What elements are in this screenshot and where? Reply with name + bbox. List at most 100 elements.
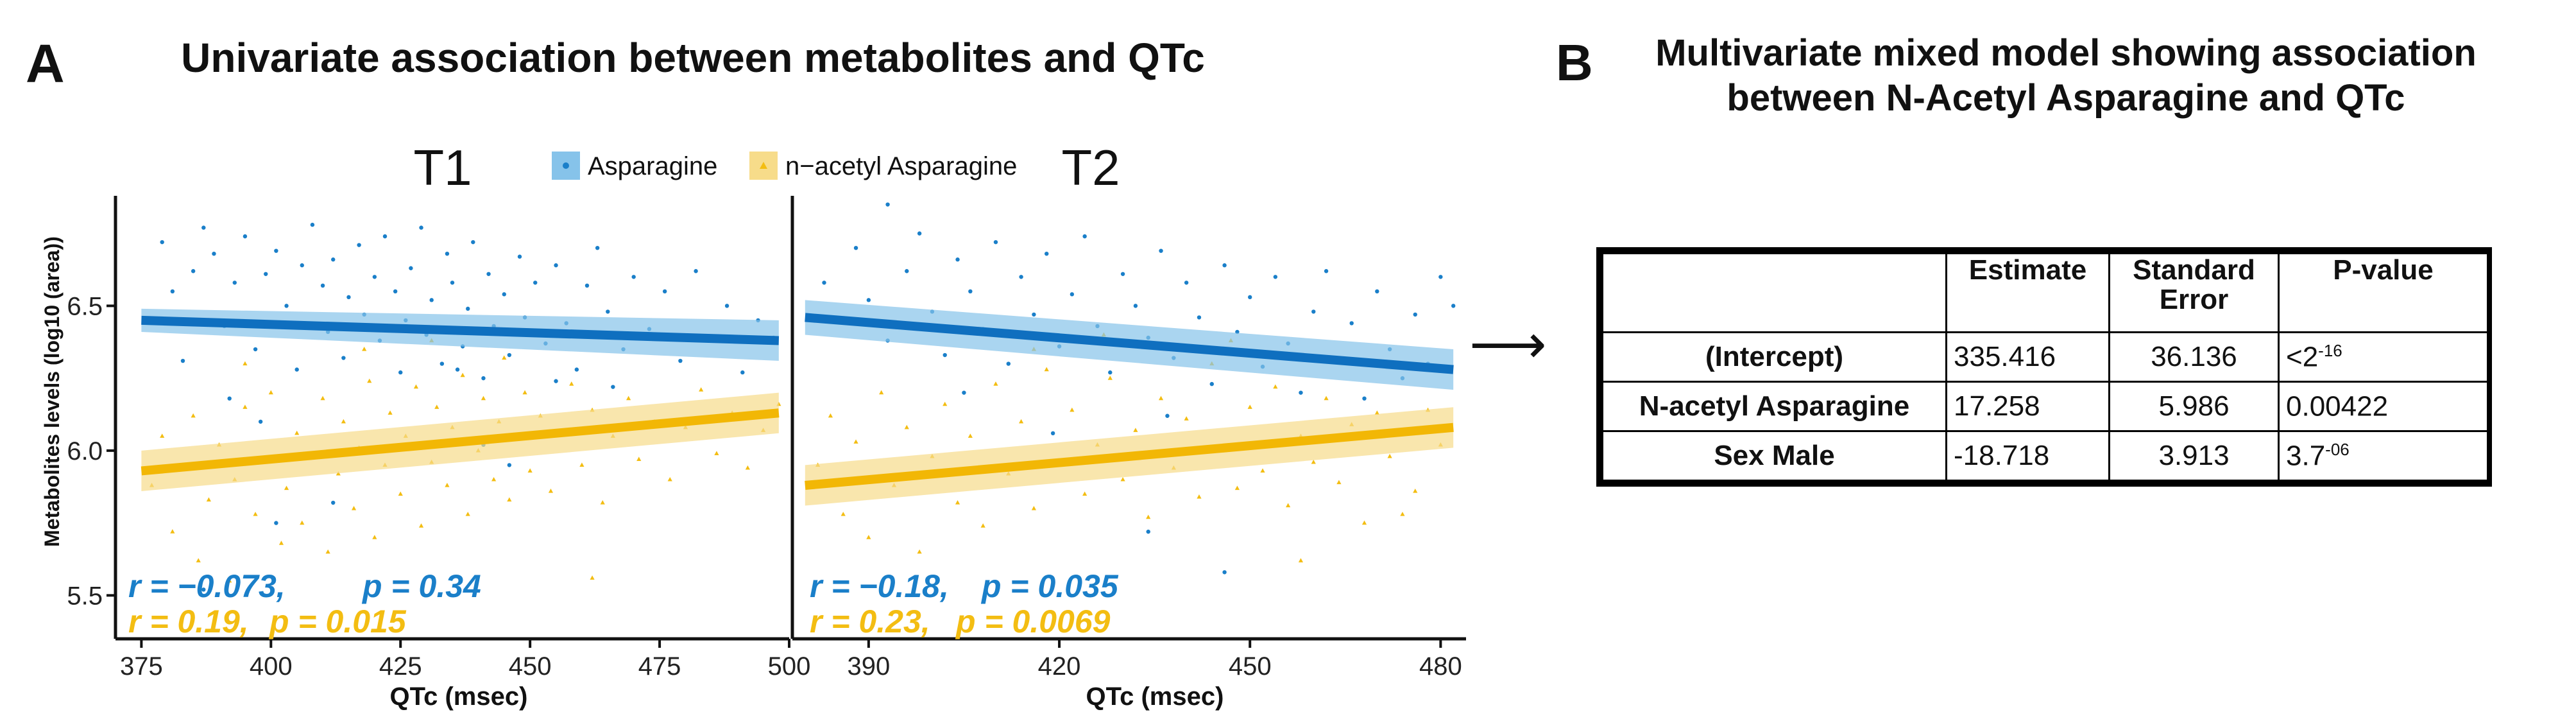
t1-asparagine-point bbox=[227, 396, 232, 401]
t1-asparagine-point bbox=[450, 281, 455, 285]
t1-nacetyl-point bbox=[600, 500, 605, 505]
t1-x-tick-label: 375 bbox=[120, 652, 163, 681]
regression-table-grid: Estimate Standard Error P-value (Interce… bbox=[1601, 252, 2489, 482]
t2-nacetyl-point bbox=[1311, 459, 1316, 464]
t1-asparagine-point bbox=[357, 243, 361, 247]
t1-nacetyl-point bbox=[253, 512, 258, 516]
t2-nacetyl-point bbox=[968, 433, 973, 438]
t1-asparagine-point bbox=[170, 289, 175, 294]
t1-nacetyl-point bbox=[418, 523, 424, 528]
t2-asparagine-point bbox=[962, 390, 966, 395]
t1-asparagine-point bbox=[694, 269, 698, 274]
t2-nacetyl-point bbox=[1413, 489, 1418, 493]
t1-asparagine-point bbox=[201, 225, 206, 230]
y-axis-label: Metabolites levels (log10 (area)) bbox=[40, 236, 64, 547]
t1-asparagine-point bbox=[393, 289, 398, 294]
t2-asparagine-point bbox=[1324, 269, 1329, 274]
t1-asparagine-point bbox=[331, 500, 336, 505]
t1-asparagine-point bbox=[341, 356, 346, 360]
t1-nacetyl-point bbox=[278, 541, 284, 545]
t1-nacetyl-point bbox=[548, 489, 554, 493]
t1-asparagine-point bbox=[584, 283, 590, 288]
t1-x-tick-label: 500 bbox=[768, 652, 811, 681]
legend-dot-asparagine bbox=[563, 162, 569, 169]
t1-asparagine-point bbox=[212, 251, 216, 256]
t1-nacetyl-point bbox=[527, 468, 533, 473]
arrow-icon: ⟶ bbox=[1469, 314, 1546, 374]
t1-nacetyl-point bbox=[362, 347, 367, 351]
t1-nacetyl-point bbox=[522, 390, 527, 395]
t1-asparagine-point bbox=[372, 275, 377, 279]
t1-asparagine-point bbox=[300, 263, 304, 268]
t2-asparagine-point bbox=[1197, 315, 1202, 320]
t2-nacetyl-point bbox=[1374, 410, 1379, 415]
t2-nacetyl-point bbox=[955, 500, 960, 505]
t1-nacetyl-point bbox=[434, 404, 439, 409]
t1-asparagine-point bbox=[320, 283, 325, 288]
t2-nacetyl-point bbox=[1019, 419, 1024, 424]
t1-nacetyl-point bbox=[170, 529, 175, 534]
t2-nacetyl-r: r = 0.23, bbox=[810, 604, 930, 639]
t1-asparagine-point bbox=[481, 376, 486, 381]
t1-x-axis-label: QTc (msec) bbox=[390, 682, 528, 711]
t2-asparagine-point bbox=[1311, 309, 1316, 314]
t2-nacetyl-point bbox=[840, 512, 846, 516]
t2-nacetyl-point bbox=[1107, 376, 1113, 380]
t2-asparagine-point bbox=[1050, 431, 1055, 436]
t2-asparagine-point bbox=[1413, 312, 1417, 317]
t1-nacetyl-point bbox=[351, 506, 357, 510]
t1-asparagine-point bbox=[382, 234, 388, 239]
t2-plot-area: 390 420 450 480 bbox=[790, 196, 1466, 681]
t1-asparagine-r: r = −0.073, bbox=[128, 568, 286, 604]
t1-nacetyl-point bbox=[227, 578, 232, 583]
t1-asparagine-point bbox=[284, 304, 289, 308]
t1-asparagine-point bbox=[445, 251, 450, 256]
t1-asparagine-point bbox=[398, 370, 403, 375]
t1-x-tick-label: 450 bbox=[509, 652, 552, 681]
t1-asparagine-point bbox=[595, 245, 600, 250]
t2-asparagine-point bbox=[1375, 289, 1379, 294]
t2-nacetyl-point bbox=[1247, 404, 1252, 409]
pvalue-base: 0.00422 bbox=[2286, 390, 2389, 422]
t1-nacetyl-point bbox=[445, 482, 450, 487]
t1-asparagine-point bbox=[554, 263, 558, 268]
t2-nacetyl-point bbox=[1146, 514, 1151, 519]
table-row: N-acetyl Asparagine 17.258 5.986 0.00422 bbox=[1601, 381, 2489, 432]
y-tick-label: 6.5 bbox=[67, 292, 103, 320]
y-tick-label: 5.5 bbox=[67, 582, 103, 610]
row-pvalue: 0.00422 bbox=[2278, 381, 2489, 432]
t2-nacetyl-point bbox=[1336, 480, 1342, 485]
t2-x-axis-label: QTc (msec) bbox=[1086, 682, 1224, 711]
t2-asparagine-point bbox=[1108, 370, 1113, 375]
row-estimate: 335.416 bbox=[1945, 331, 2110, 383]
t2-nacetyl-point bbox=[1260, 468, 1265, 473]
t1-nacetyl-fit-line bbox=[141, 408, 780, 476]
t1-nacetyl-point bbox=[294, 430, 300, 435]
t2-asparagine-point bbox=[822, 281, 826, 285]
pvalue-base: 3.7 bbox=[2286, 440, 2326, 472]
t2-x-tick-label: 480 bbox=[1419, 652, 1462, 681]
t2-nacetyl-point bbox=[1387, 453, 1392, 458]
t2-nacetyl-point bbox=[1361, 520, 1367, 525]
legend-triangle-nacetyl bbox=[760, 162, 767, 169]
t1-asparagine-point bbox=[264, 272, 268, 276]
t1-asparagine-point bbox=[486, 272, 491, 276]
t1-nacetyl-p: p = 0.015 bbox=[268, 604, 407, 639]
table-header-se: Standard Error bbox=[2108, 252, 2280, 333]
t2-x-tick-label: 420 bbox=[1038, 652, 1081, 681]
t1-asparagine-point bbox=[631, 275, 636, 279]
t2-nacetyl-p: p = 0.0069 bbox=[955, 604, 1111, 639]
t2-asparagine-point bbox=[993, 239, 998, 245]
t1-nacetyl-point bbox=[320, 395, 325, 401]
t1-nacetyl-point bbox=[284, 485, 289, 491]
pvalue-exponent: -16 bbox=[2318, 340, 2342, 360]
pvalue-base: <2 bbox=[2286, 341, 2319, 373]
t1-asparagine-point bbox=[429, 298, 434, 302]
t2-asparagine-point bbox=[968, 289, 973, 294]
t2-nacetyl-point bbox=[1070, 407, 1075, 412]
t1-x-tick-label: 400 bbox=[250, 652, 293, 681]
t1-asparagine-point bbox=[678, 358, 683, 363]
t2-nacetyl-point bbox=[1286, 503, 1291, 508]
t2-asparagine-point bbox=[1165, 413, 1170, 418]
t2-nacetyl-point bbox=[917, 549, 922, 554]
